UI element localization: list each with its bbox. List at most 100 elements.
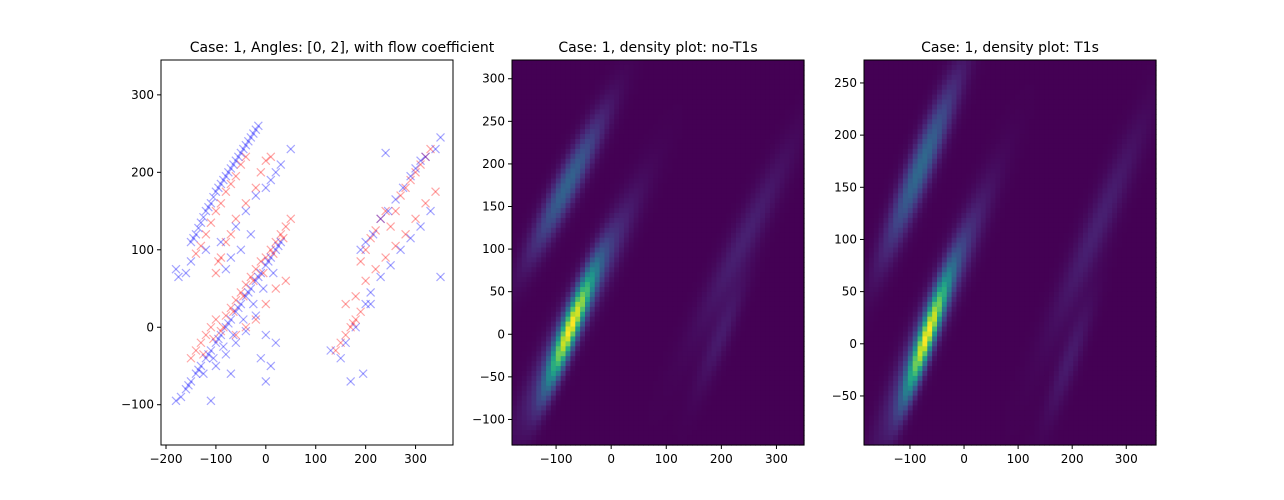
heatmap-cell <box>687 361 693 367</box>
heatmap-cell <box>531 440 537 446</box>
heatmap-cell <box>623 257 630 263</box>
heatmap-cell <box>633 84 640 91</box>
heatmap-cell <box>789 84 795 91</box>
heatmap-cell <box>614 336 620 342</box>
heatmap-cell <box>619 153 625 160</box>
heatmap-cell <box>716 336 722 342</box>
heatmap-cell <box>692 143 698 150</box>
heatmap-cell <box>731 287 737 293</box>
heatmap-cell <box>643 227 649 234</box>
heatmap-cell <box>570 242 576 249</box>
heatmap-cell <box>614 361 620 367</box>
heatmap-cell <box>706 129 713 135</box>
heatmap-cell <box>735 321 742 328</box>
heatmap-cell <box>614 143 620 150</box>
heatmap-cell <box>536 60 542 66</box>
heatmap-cell <box>662 227 669 234</box>
heatmap-cell <box>726 168 732 175</box>
heatmap-cell <box>623 366 630 372</box>
heatmap-cell <box>555 361 562 367</box>
heatmap-cell <box>550 114 557 120</box>
heatmap-cell <box>526 173 533 180</box>
heatmap-cell <box>628 109 635 115</box>
heatmap-cell <box>706 430 713 436</box>
heatmap-cell <box>706 134 713 140</box>
heatmap-cell <box>623 380 630 387</box>
heatmap-cell <box>599 385 606 392</box>
heatmap-cell <box>594 148 601 155</box>
heatmap-cell <box>667 410 674 416</box>
heatmap-cell <box>531 99 537 106</box>
heatmap-cell <box>794 366 800 372</box>
heatmap-cell <box>589 148 596 155</box>
heatmap-cell <box>740 435 747 441</box>
scatter-point-blue <box>201 245 211 255</box>
heatmap-cell <box>692 109 698 115</box>
heatmap-cell <box>619 193 625 199</box>
heatmap-cell <box>589 435 596 441</box>
heatmap-cell <box>769 400 776 407</box>
heatmap-cell <box>784 390 790 397</box>
heatmap-cell <box>585 291 591 298</box>
heatmap-cell <box>643 163 649 170</box>
heatmap-cell <box>662 193 669 199</box>
heatmap-cell <box>643 385 649 392</box>
heatmap-cell <box>716 242 722 249</box>
heatmap-cell <box>731 385 737 392</box>
heatmap-cell <box>609 267 615 273</box>
heatmap-cell <box>575 390 581 397</box>
heatmap-cell <box>765 129 771 135</box>
heatmap-cell <box>570 316 576 323</box>
heatmap-cell <box>750 153 756 160</box>
heatmap-cell <box>677 124 683 130</box>
heatmap-cell <box>570 287 576 293</box>
heatmap-cell <box>745 287 752 293</box>
heatmap-cell <box>765 287 771 293</box>
heatmap-cell <box>779 306 786 313</box>
heatmap-cell <box>701 114 708 120</box>
heatmap-cell <box>789 375 795 382</box>
heatmap-cell <box>628 380 635 387</box>
heatmap-cell <box>594 138 601 145</box>
heatmap-cell <box>550 425 557 431</box>
heatmap-cell <box>711 361 717 367</box>
heatmap-cell <box>589 213 596 219</box>
heatmap-cell <box>580 306 586 313</box>
heatmap-cell <box>760 79 766 86</box>
x-tick-label: −100 <box>540 452 573 466</box>
heatmap-cell <box>541 104 547 110</box>
heatmap-cell <box>653 198 659 204</box>
heatmap-cell <box>677 134 683 140</box>
heatmap-cell <box>546 395 552 402</box>
heatmap-cell <box>779 183 786 189</box>
heatmap-cell <box>755 232 761 239</box>
heatmap-cell <box>750 69 756 76</box>
heatmap-cell <box>1000 60 1006 66</box>
heatmap-cell <box>672 262 679 268</box>
scatter-point-red <box>356 307 366 317</box>
heatmap-cell <box>765 415 771 421</box>
heatmap-cell <box>682 425 688 431</box>
heatmap-cell <box>662 173 669 180</box>
heatmap-cell <box>580 168 586 175</box>
heatmap-cell <box>580 370 586 377</box>
heatmap-cell <box>604 69 610 76</box>
heatmap-cell <box>516 114 523 120</box>
heatmap-cell <box>550 134 557 140</box>
heatmap-cell <box>560 217 567 224</box>
heatmap-cell <box>526 430 533 436</box>
heatmap-cell <box>589 301 596 308</box>
heatmap-cell <box>541 178 547 184</box>
heatmap-cell <box>662 64 669 71</box>
heatmap-cell <box>619 119 625 125</box>
heatmap-cell <box>1029 60 1035 66</box>
heatmap-cell <box>735 430 742 436</box>
heatmap-cell <box>619 247 625 254</box>
heatmap-cell <box>692 203 698 209</box>
heatmap-cell <box>609 203 615 209</box>
heatmap-cell <box>550 336 557 342</box>
heatmap-cell <box>570 114 576 120</box>
heatmap-cell <box>546 89 552 96</box>
heatmap-cell <box>701 138 708 145</box>
heatmap-cell <box>531 89 537 96</box>
